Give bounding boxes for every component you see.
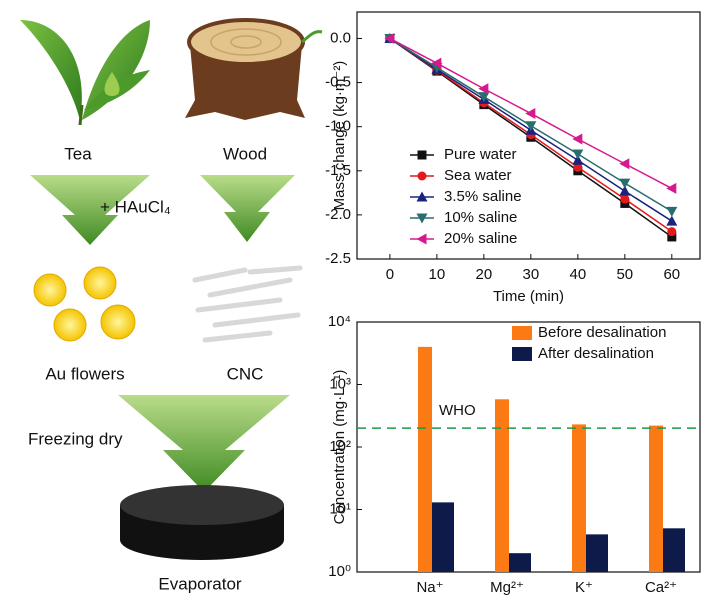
x-tick-label: 30 [523,266,540,283]
bar [649,425,663,572]
legend-swatch [512,326,532,340]
wood-label: Wood [223,144,267,163]
reference-label: WHO [439,402,476,419]
marker [431,57,442,69]
marker [666,182,677,194]
x-tick-label: Na⁺ [416,579,443,596]
arrow [30,175,150,245]
marker [417,150,427,160]
evaporator-icon [120,485,284,560]
cnc-icon [192,265,303,343]
bar [572,424,586,572]
x-tick-label: Ca²⁺ [645,579,677,596]
marker [666,206,678,217]
marker [619,178,631,189]
x-tick-label: 40 [569,266,586,283]
wood-icon [185,18,323,120]
bar [495,399,509,572]
marker [666,215,678,226]
plot-frame [356,11,701,260]
marker [620,194,630,204]
marker [416,213,428,224]
y-tick-label: 10³ [329,375,351,392]
y-tick-label: -2.5 [325,250,351,267]
y-axis-label: Mass change (kg·m⁻²) [331,61,348,211]
x-tick-label: 50 [616,266,633,283]
marker [572,133,583,145]
y-tick-label: -0.5 [325,74,351,91]
tea-label: Tea [64,144,92,163]
arrow [200,175,295,242]
y-tick-label: 10¹ [329,500,351,517]
x-tick-label: 20 [476,266,493,283]
marker [572,149,584,160]
marker [619,158,630,170]
bar [663,528,685,572]
legend-label: 20% saline [444,230,517,247]
marker [478,92,490,103]
y-tick-label: 10⁴ [328,313,351,330]
marker [416,191,428,202]
au-flowers-label: Au flowers [45,364,124,383]
bar [509,553,531,572]
legend-label: 10% saline [444,209,517,226]
y-tick-label: 10⁰ [328,563,351,580]
marker [384,32,395,44]
y-tick-label: -1.5 [325,162,351,179]
y-tick-label: 10² [329,438,351,455]
bar [418,346,432,572]
process-label: Freezing dry [28,429,123,448]
marker [478,83,489,95]
legend-label: Pure water [444,146,517,163]
x-tick-label: K⁺ [575,579,593,596]
reagent-label: + HAuCl₄ [100,197,171,216]
cnc-label: CNC [227,364,264,383]
bar [432,502,454,572]
product-label: Evaporator [158,574,241,593]
bar [586,534,608,572]
marker [525,121,537,132]
legend-label: After desalination [538,345,654,362]
y-axis-label: Concentration (mg·L⁻¹) [331,370,348,525]
arrow [118,395,290,492]
legend-label: Before desalination [538,324,666,341]
marker [667,227,677,237]
y-tick-label: 0.0 [330,29,351,46]
marker [525,107,536,119]
tea-icon [20,20,150,126]
legend-label: Sea water [444,167,512,184]
x-tick-label: 60 [663,266,680,283]
marker [416,233,427,245]
marker [417,171,427,181]
y-tick-label: -2.0 [325,206,351,223]
marker [667,232,677,242]
au-flowers-icon [33,266,136,342]
legend-swatch [512,347,532,361]
x-tick-label: 0 [386,266,394,283]
x-tick-label: Mg²⁺ [490,579,524,596]
marker [619,185,631,196]
x-axis-label: Time (min) [493,288,564,305]
x-tick-label: 10 [429,266,446,283]
y-tick-label: -1.0 [325,118,351,135]
legend-label: 3.5% saline [444,188,522,205]
marker [572,154,584,165]
marker [573,162,583,172]
